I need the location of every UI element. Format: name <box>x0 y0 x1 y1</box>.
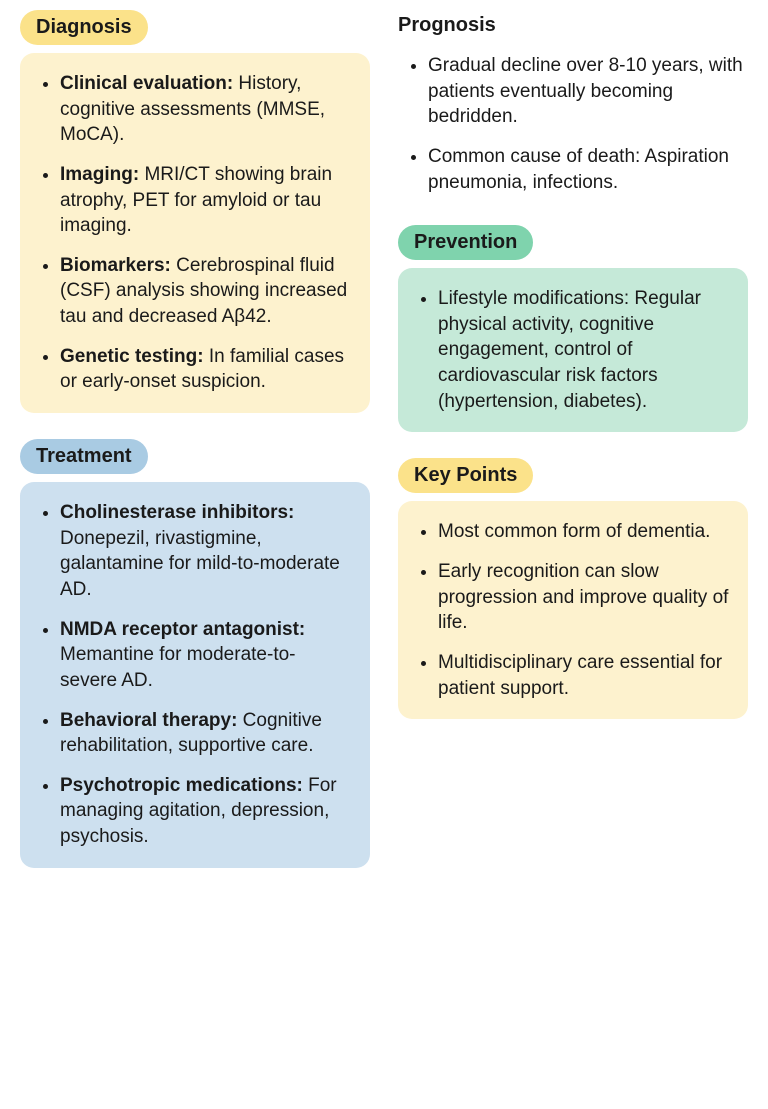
list-item: Imaging: MRI/CT showing brain atrophy, P… <box>60 162 352 239</box>
list-item: Multidisciplinary care essential for pat… <box>438 650 730 701</box>
section-title-prognosis: Prognosis <box>398 10 496 41</box>
list-item: Clinical evaluation: History, cognitive … <box>60 71 352 148</box>
item-text: Memantine for moderate-to-severe AD. <box>60 644 296 691</box>
list-item: Common cause of death: Aspiration pneumo… <box>428 144 744 195</box>
list-prevention: Lifestyle modifications: Regular physica… <box>408 286 730 414</box>
section-title-keypoints: Key Points <box>398 458 533 493</box>
section-panel-prognosis: Gradual decline over 8-10 years, with pa… <box>398 49 748 199</box>
list-item: Gradual decline over 8-10 years, with pa… <box>428 53 744 130</box>
list-item: NMDA receptor antagonist: Memantine for … <box>60 617 352 694</box>
list-keypoints: Most common form of dementia. Early recog… <box>408 519 730 701</box>
right-column: Prognosis Gradual decline over 8-10 years… <box>398 10 748 868</box>
item-lead: Biomarkers: <box>60 255 171 276</box>
list-item: Behavioral therapy: Cognitive rehabilita… <box>60 708 352 759</box>
item-lead: NMDA receptor antagonist: <box>60 619 305 640</box>
list-treatment: Cholinesterase inhibitors: Donepezil, ri… <box>30 500 352 850</box>
section-panel-keypoints: Most common form of dementia. Early recog… <box>398 501 748 719</box>
item-lead: Clinical evaluation: <box>60 73 233 94</box>
section-prevention: Prevention Lifestyle modifications: Regul… <box>398 225 748 432</box>
item-text: Gradual decline over 8-10 years, with pa… <box>428 55 743 127</box>
item-text: Early recognition can slow progression a… <box>438 561 728 633</box>
list-item: Early recognition can slow progression a… <box>438 559 730 636</box>
section-title-treatment: Treatment <box>20 439 148 474</box>
list-item: Lifestyle modifications: Regular physica… <box>438 286 730 414</box>
item-text: Donepezil, rivastigmine, galantamine for… <box>60 528 340 600</box>
item-text: Most common form of dementia. <box>438 521 710 542</box>
section-panel-prevention: Lifestyle modifications: Regular physica… <box>398 268 748 432</box>
list-item: Cholinesterase inhibitors: Donepezil, ri… <box>60 500 352 603</box>
item-lead: Genetic testing: <box>60 346 204 367</box>
section-keypoints: Key Points Most common form of dementia. E… <box>398 458 748 719</box>
list-item: Most common form of dementia. <box>438 519 730 545</box>
section-panel-treatment: Cholinesterase inhibitors: Donepezil, ri… <box>20 482 370 868</box>
item-text: Lifestyle modifications: Regular physica… <box>438 288 701 412</box>
list-prognosis: Gradual decline over 8-10 years, with pa… <box>398 53 744 195</box>
section-prognosis: Prognosis Gradual decline over 8-10 years… <box>398 10 748 199</box>
columns-container: Diagnosis Clinical evaluation: History, c… <box>20 10 748 868</box>
section-treatment: Treatment Cholinesterase inhibitors: Done… <box>20 439 370 868</box>
item-lead: Cholinesterase inhibitors: <box>60 502 294 523</box>
list-item: Genetic testing: In familial cases or ea… <box>60 344 352 395</box>
item-lead: Behavioral therapy: <box>60 710 237 731</box>
section-title-diagnosis: Diagnosis <box>20 10 148 45</box>
left-column: Diagnosis Clinical evaluation: History, c… <box>20 10 370 868</box>
item-lead: Psychotropic medications: <box>60 775 303 796</box>
list-item: Biomarkers: Cerebrospinal fluid (CSF) an… <box>60 253 352 330</box>
section-title-prevention: Prevention <box>398 225 533 260</box>
list-diagnosis: Clinical evaluation: History, cognitive … <box>30 71 352 395</box>
section-panel-diagnosis: Clinical evaluation: History, cognitive … <box>20 53 370 413</box>
item-text: Multidisciplinary care essential for pat… <box>438 652 722 699</box>
section-diagnosis: Diagnosis Clinical evaluation: History, c… <box>20 10 370 413</box>
list-item: Psychotropic medications: For managing a… <box>60 773 352 850</box>
item-text: Common cause of death: Aspiration pneumo… <box>428 146 729 193</box>
item-lead: Imaging: <box>60 164 139 185</box>
